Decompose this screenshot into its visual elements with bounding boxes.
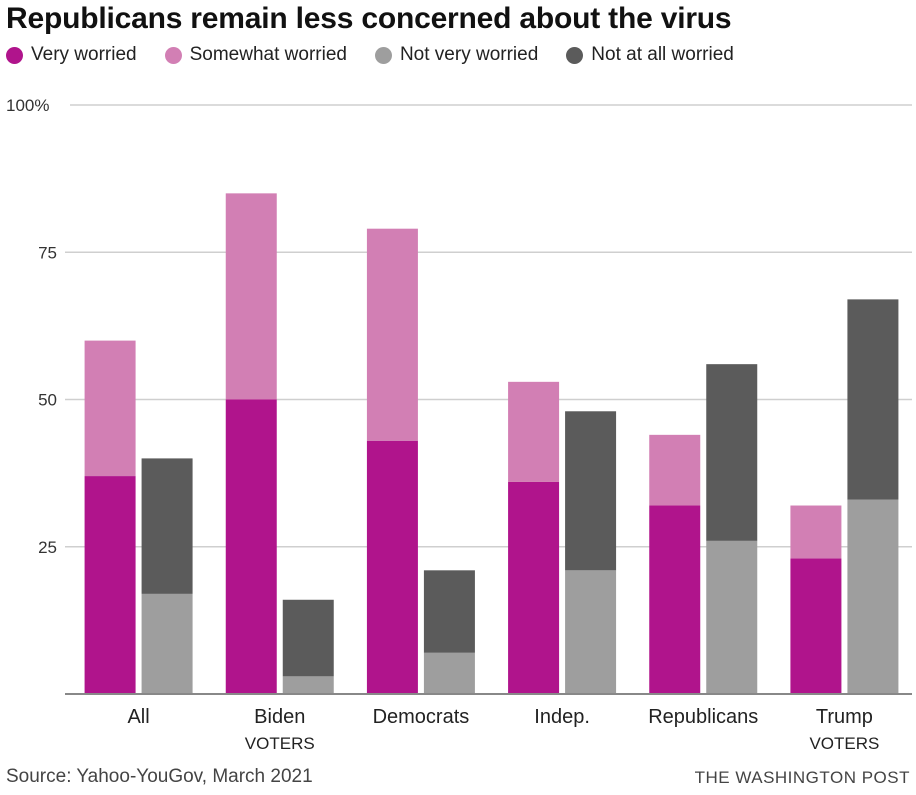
y-tick-label: 100% [6, 96, 49, 115]
legend-label: Somewhat worried [189, 44, 347, 65]
bar-somewhat-worried-indep [508, 381, 560, 482]
chart-title: Republicans remain less concerned about … [6, 2, 732, 35]
bar-not-very-worried-biden [282, 676, 334, 694]
x-tick-label: All [127, 706, 149, 728]
bar-not-very-worried-democrats [423, 652, 475, 694]
publisher-credit: THE WASHINGTON POST [694, 768, 910, 787]
y-axis-ticks: 100% 75 50 25 [6, 96, 57, 557]
legend-swatch-somewhat-worried [164, 46, 182, 64]
bar-very-worried-republicans [649, 505, 701, 694]
x-tick-sublabel: VOTERS [245, 734, 315, 753]
bars [84, 193, 899, 694]
bar-not-very-worried-all [141, 593, 193, 694]
bar-not-very-worried-trump [847, 499, 899, 694]
legend: Very worried Somewhat worried Not very w… [6, 44, 762, 66]
source-note: Source: Yahoo-YouGov, March 2021 [6, 766, 313, 787]
legend-label: Not very worried [399, 44, 539, 65]
legend-swatch-not-very-worried [374, 46, 392, 64]
legend-label: Very worried [31, 44, 137, 65]
bar-somewhat-worried-democrats [366, 228, 418, 441]
legend-swatch-very-worried [6, 46, 23, 64]
x-tick-label: Biden [254, 706, 305, 728]
bar-very-worried-all [84, 476, 136, 694]
legend-item-somewhat-worried: Somewhat worried [164, 44, 347, 66]
y-tick-label: 50 [38, 391, 57, 410]
gridlines [65, 104, 912, 548]
bar-not-at-all-worried-all [141, 458, 193, 594]
legend-label: Not at all worried [591, 44, 734, 65]
y-tick-label: 75 [38, 243, 57, 262]
legend-item-not-very-worried: Not very worried [374, 44, 539, 66]
bar-somewhat-worried-trump [790, 505, 842, 559]
y-tick-label: 25 [38, 538, 57, 557]
x-tick-label: Trump [816, 706, 873, 728]
x-tick-label: Indep. [534, 706, 590, 728]
bar-not-at-all-worried-democrats [423, 570, 475, 653]
bar-not-very-worried-indep [565, 570, 617, 694]
bar-not-at-all-worried-republicans [706, 364, 758, 541]
bar-very-worried-indep [508, 481, 560, 694]
x-axis-labels: All Biden VOTERS Democrats Indep. Republicans… [127, 706, 879, 753]
x-tick-label: Republicans [648, 706, 758, 728]
x-tick-label: Democrats [373, 706, 470, 728]
bar-somewhat-worried-biden [225, 193, 277, 400]
bar-very-worried-trump [790, 558, 842, 694]
bar-somewhat-worried-republicans [649, 434, 701, 506]
bar-very-worried-biden [225, 399, 277, 694]
x-tick-sublabel: VOTERS [809, 734, 879, 753]
legend-item-very-worried: Very worried [6, 44, 137, 66]
bar-very-worried-democrats [366, 440, 418, 694]
legend-swatch-not-at-all-worried [566, 46, 584, 64]
legend-item-not-at-all-worried: Not at all worried [566, 44, 734, 66]
bar-somewhat-worried-all [84, 340, 136, 477]
bar-not-at-all-worried-indep [565, 411, 617, 571]
bar-not-very-worried-republicans [706, 540, 758, 694]
bar-not-at-all-worried-biden [282, 599, 334, 677]
bar-not-at-all-worried-trump [847, 299, 899, 500]
